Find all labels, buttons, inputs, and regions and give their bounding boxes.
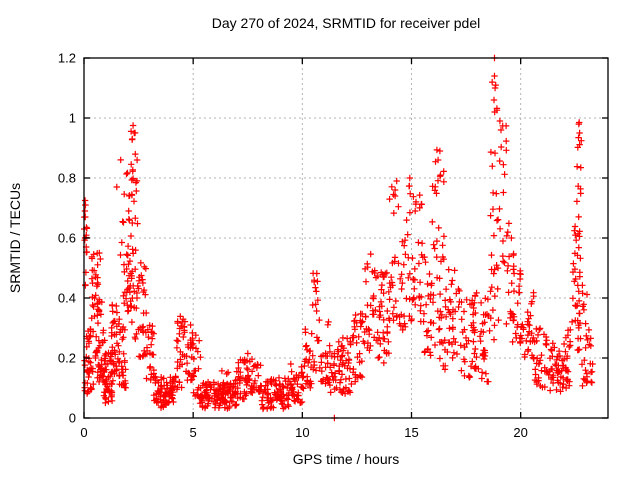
- scatter-points: [81, 54, 596, 422]
- chart-title: Day 270 of 2024, SRMTID for receiver pde…: [212, 15, 480, 31]
- y-tick-label: 0.2: [58, 351, 76, 366]
- x-tick-label: 15: [404, 425, 418, 440]
- plot-area-border: [83, 57, 609, 419]
- y-axis-label: SRMTID / TECUs: [7, 183, 23, 293]
- tick-labels: 0 5 10 15 20 0 0.2 0.4 0.6 0.8 1 1.2: [58, 51, 528, 441]
- y-tick-label: 0.4: [58, 291, 76, 306]
- x-tick-label: 20: [513, 425, 527, 440]
- y-tick-label: 0.8: [58, 171, 76, 186]
- y-tick-label: 1: [69, 111, 76, 126]
- x-axis-label: GPS time / hours: [293, 451, 400, 467]
- x-tick-label: 5: [190, 425, 197, 440]
- y-tick-label: 0: [69, 411, 76, 426]
- y-tick-label: 1.2: [58, 51, 76, 66]
- x-tick-label: 0: [80, 425, 87, 440]
- gridlines: [84, 58, 608, 418]
- x-tick-label: 10: [295, 425, 309, 440]
- y-tick-label: 0.6: [58, 231, 76, 246]
- data-point-markers: [81, 54, 596, 422]
